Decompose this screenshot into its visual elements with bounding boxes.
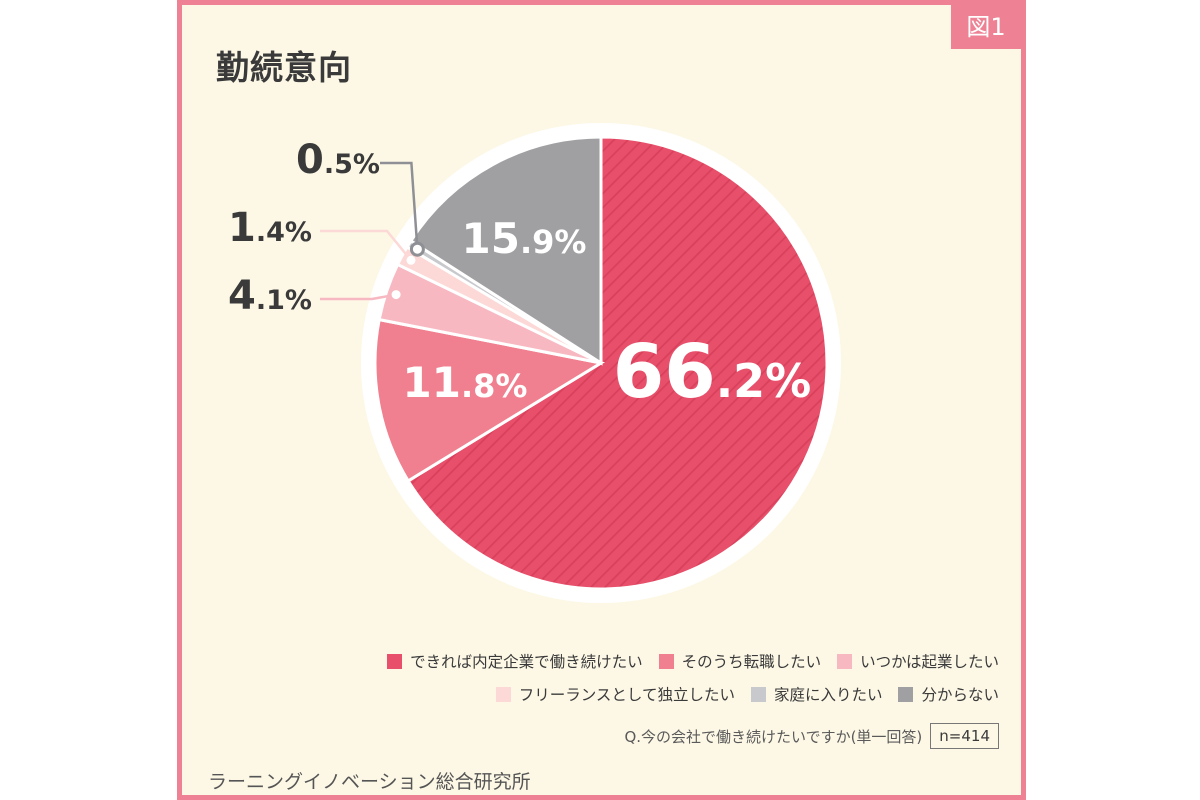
legend-swatch-4 [495, 686, 511, 702]
chart-card: 図1 勤続意向 66.2% 11.8% 4.1% 1.4% 0.5% 15.9% できれば… [177, 0, 1026, 800]
legend-label-3: いつかは起業したい [860, 653, 999, 671]
leader-dot-3 [388, 287, 404, 303]
slice-label-1: 66.2% [613, 329, 812, 415]
legend-item-3: いつかは起業したい [837, 650, 999, 672]
slice-label-5: 0.5% [296, 137, 380, 183]
pie-slice-1 [406, 135, 829, 591]
legend-row-1: できれば内定企業で働き続けたい そのうち転職したい いつかは起業したい [279, 650, 999, 672]
legend-swatch-2 [658, 653, 674, 669]
legend-item-2: そのうち転職したい [658, 650, 822, 672]
legend-swatch-1 [387, 653, 403, 669]
leader-dot-5 [409, 241, 425, 257]
slice-label-3: 4.1% [228, 273, 312, 319]
leader-line-3 [320, 293, 397, 301]
legend-item-6: 分からない [898, 683, 999, 705]
legend-swatch-5 [750, 686, 766, 702]
pie-slice-2 [373, 317, 606, 483]
legend-item-4: フリーランスとして独立したい [495, 683, 735, 705]
legend-label-6: 分からない [921, 686, 999, 704]
legend-swatch-6 [898, 686, 914, 702]
slice-label-4: 1.4% [228, 205, 312, 251]
legend-label-5: 家庭に入りたい [773, 686, 883, 704]
legend-row-2: フリーランスとして独立したい 家庭に入りたい 分からない [279, 683, 999, 705]
pie-chart: 66.2% 11.8% 4.1% 1.4% 0.5% 15.9% [228, 123, 841, 603]
pie-slice-6 [408, 135, 603, 366]
question-row: Q.今の会社で働き続けたいですか(単一回答) n=414 [624, 723, 999, 749]
slice-label-2: 11.8% [403, 358, 528, 407]
leader-dot-4 [403, 252, 419, 268]
survey-question: Q.今の会社で働き続けたいですか(単一回答) [624, 727, 923, 746]
legend-swatch-3 [837, 653, 853, 669]
figure-label: 図1 [951, 5, 1021, 49]
leader-line-4 [320, 229, 412, 262]
legend-item-5: 家庭に入りたい [750, 683, 883, 705]
legend: できれば内定企業で働き続けたい そのうち転職したい いつかは起業したい フリーランス… [279, 650, 999, 716]
sample-size-box: n=414 [930, 723, 999, 749]
legend-item-1: できれば内定企業で働き続けたい [387, 650, 643, 672]
legend-label-1: できれば内定企業で働き続けたい [410, 653, 643, 671]
chart-title: 勤続意向 [216, 48, 352, 87]
legend-label-2: そのうち転職したい [681, 653, 822, 671]
leader-line-5 [380, 161, 419, 250]
slice-label-6: 15.9% [462, 214, 587, 263]
source-credit: ラーニングイノベーション総合研究所 [208, 771, 531, 793]
legend-label-4: フリーランスとして独立したい [518, 686, 735, 704]
